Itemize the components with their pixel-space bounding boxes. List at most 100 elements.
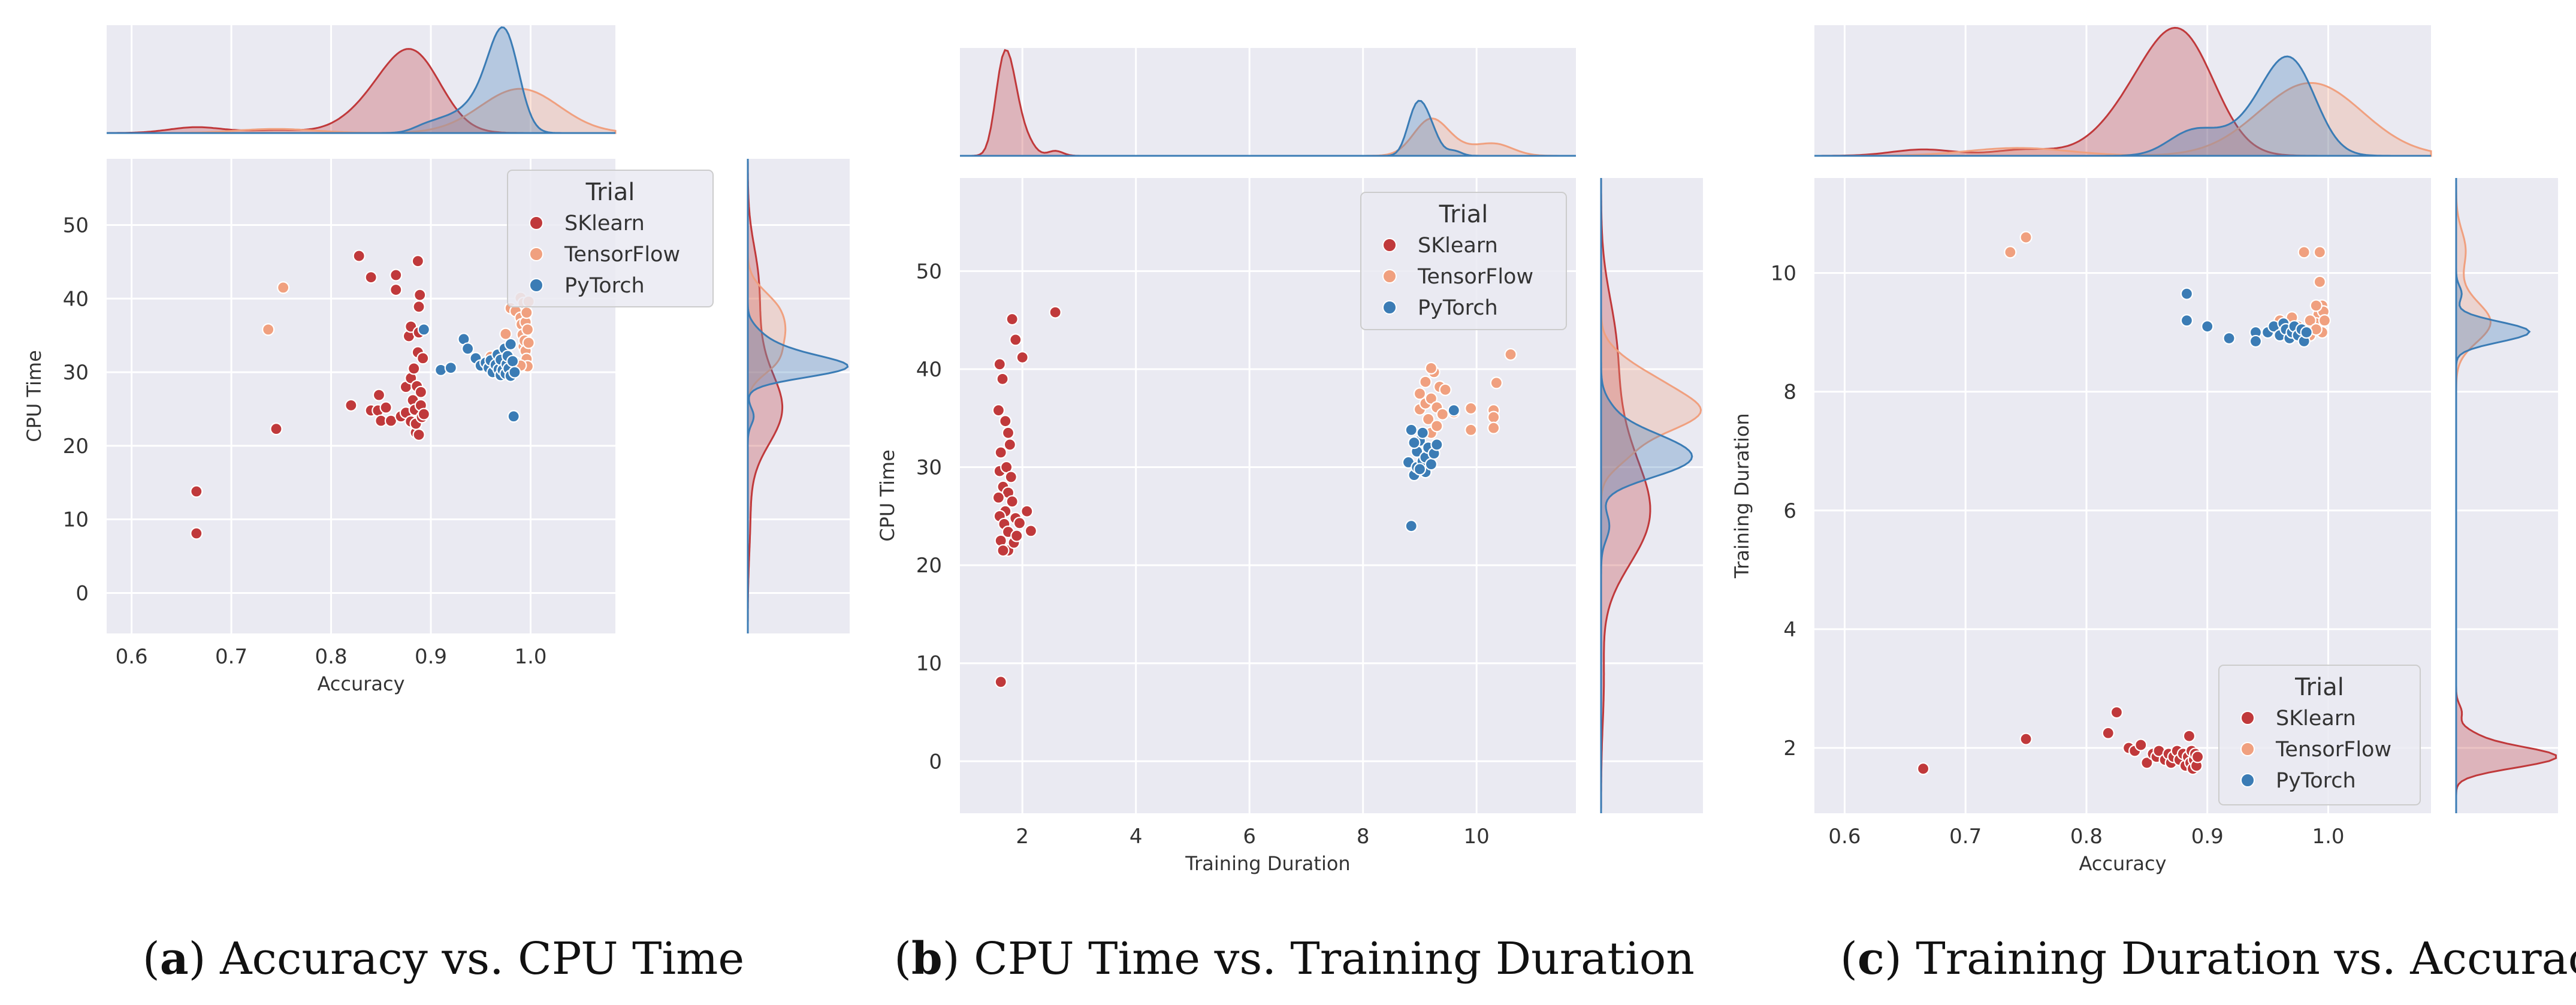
x-tick-label: 0.7 bbox=[1949, 825, 1982, 849]
data-point-sklearn bbox=[1005, 312, 1019, 326]
top-marginal-area bbox=[960, 48, 1576, 156]
legend-title: Trial bbox=[585, 179, 635, 206]
chart-panel-b: 2 4 6 8 10 0 10 20 30 40 50 Training Duration CPU Ti… bbox=[876, 48, 1703, 985]
x-tick-label: 2 bbox=[1016, 825, 1029, 849]
data-point-tensorflow bbox=[2313, 275, 2326, 288]
x-tick-label: 6 bbox=[1243, 825, 1256, 849]
data-point-tensorflow bbox=[499, 327, 512, 340]
legend-label-sklearn: SKlearn bbox=[2276, 707, 2356, 731]
data-point-sklearn bbox=[2019, 732, 2033, 746]
legend-label-sklearn: SKlearn bbox=[1418, 234, 1498, 258]
legend-marker-sklearn bbox=[529, 216, 543, 230]
data-point-sklearn bbox=[996, 372, 1009, 385]
data-point-tensorflow bbox=[2309, 299, 2323, 312]
data-point-tensorflow bbox=[1430, 419, 1443, 433]
top-kde-pytorch bbox=[107, 26, 615, 134]
x-tick-label: 0.8 bbox=[2070, 825, 2103, 849]
y-tick-label: 30 bbox=[63, 361, 89, 385]
data-point-tensorflow bbox=[1424, 361, 1438, 375]
data-point-pytorch bbox=[504, 337, 517, 351]
y-tick-label: 30 bbox=[916, 456, 942, 480]
x-tick-label: 0.9 bbox=[2191, 825, 2224, 849]
data-point-sklearn bbox=[372, 388, 386, 402]
data-point-sklearn bbox=[389, 283, 403, 297]
y-tick-label: 20 bbox=[63, 434, 89, 458]
top-kde-pytorch bbox=[960, 99, 1576, 157]
legend: Trial SKlearn TensorFlow PyTorch bbox=[507, 170, 714, 307]
data-point-pytorch bbox=[1408, 436, 1421, 449]
data-point-pytorch bbox=[1447, 404, 1460, 417]
data-point-sklearn bbox=[2134, 738, 2148, 752]
x-tick-label: 0.6 bbox=[116, 645, 148, 669]
data-point-pytorch bbox=[507, 410, 520, 423]
data-point-pytorch bbox=[2201, 320, 2214, 333]
data-point-tensorflow bbox=[1487, 421, 1500, 434]
data-point-sklearn bbox=[1003, 438, 1016, 451]
x-tick-label: 4 bbox=[1130, 825, 1143, 849]
data-point-pytorch bbox=[2180, 287, 2194, 300]
legend-label-pytorch: PyTorch bbox=[564, 274, 645, 298]
data-point-sklearn bbox=[994, 675, 1007, 689]
data-point-tensorflow bbox=[2004, 246, 2017, 259]
data-point-pytorch bbox=[417, 323, 430, 336]
legend-marker-tensorflow bbox=[1382, 269, 1397, 283]
data-point-sklearn bbox=[1916, 762, 1930, 775]
right-kde-pytorch bbox=[1600, 178, 1693, 813]
data-point-pytorch bbox=[461, 342, 475, 355]
legend-marker-tensorflow bbox=[529, 247, 543, 261]
y-tick-label: 10 bbox=[1771, 262, 1796, 286]
data-point-sklearn bbox=[1009, 333, 1022, 346]
data-point-sklearn bbox=[352, 249, 366, 262]
y-tick-label: 10 bbox=[916, 652, 942, 676]
data-point-sklearn bbox=[411, 255, 424, 268]
data-point-tensorflow bbox=[262, 323, 275, 336]
data-point-sklearn bbox=[270, 422, 283, 436]
data-point-tensorflow bbox=[520, 306, 533, 319]
data-point-sklearn bbox=[2101, 726, 2115, 740]
data-point-sklearn bbox=[1016, 351, 1029, 364]
legend-marker-pytorch bbox=[2240, 773, 2255, 787]
data-point-pytorch bbox=[1430, 438, 1443, 451]
x-tick-label: 8 bbox=[1357, 825, 1370, 849]
x-tick-label: 0.6 bbox=[1828, 825, 1861, 849]
data-point-sklearn bbox=[1013, 517, 1026, 530]
x-axis-label: Training Duration bbox=[1185, 852, 1350, 875]
y-tick-label: 0 bbox=[76, 581, 89, 605]
y-tick-label: 6 bbox=[1783, 499, 1796, 523]
y-tick-label: 4 bbox=[1783, 618, 1796, 642]
caption-letter: a bbox=[160, 933, 189, 985]
data-point-sklearn bbox=[412, 300, 425, 313]
caption-text: Training Duration vs. Accuracy bbox=[1902, 933, 2576, 985]
data-point-tensorflow bbox=[2303, 314, 2317, 327]
legend-box bbox=[1360, 192, 1567, 330]
data-point-sklearn bbox=[364, 271, 378, 284]
data-point-tensorflow bbox=[2318, 314, 2332, 327]
y-tick-label: 40 bbox=[916, 358, 942, 382]
data-point-sklearn bbox=[407, 362, 421, 375]
data-point-sklearn bbox=[1001, 426, 1015, 439]
caption-letter: c bbox=[1858, 933, 1885, 985]
caption-text: Accuracy vs. CPU Time bbox=[206, 933, 745, 985]
legend-label-tensorflow: TensorFlow bbox=[564, 243, 680, 267]
x-tick-label: 10 bbox=[1464, 825, 1490, 849]
x-tick-label: 1.0 bbox=[2312, 825, 2344, 849]
data-point-tensorflow bbox=[1439, 383, 1452, 396]
y-tick-label: 50 bbox=[916, 259, 942, 283]
y-tick-label: 0 bbox=[929, 750, 942, 774]
legend-marker-pytorch bbox=[529, 278, 543, 292]
data-point-pytorch bbox=[1405, 423, 1418, 437]
data-point-sklearn bbox=[1004, 470, 1017, 484]
legend-label-tensorflow: TensorFlow bbox=[1417, 265, 1533, 289]
data-point-sklearn bbox=[414, 385, 427, 399]
legend-title: Trial bbox=[1439, 201, 1488, 228]
data-point-sklearn bbox=[992, 404, 1005, 417]
legend-label-pytorch: PyTorch bbox=[1418, 296, 1498, 320]
data-point-sklearn bbox=[992, 491, 1005, 504]
legend-label-tensorflow: TensorFlow bbox=[2275, 738, 2391, 762]
caption-paren-close: ) bbox=[943, 933, 960, 985]
right-marginal-area bbox=[748, 159, 850, 633]
legend-marker-tensorflow bbox=[2240, 742, 2255, 756]
data-point-pytorch bbox=[2180, 314, 2194, 327]
data-point-tensorflow bbox=[1436, 408, 1449, 421]
data-point-pytorch bbox=[2249, 334, 2263, 348]
